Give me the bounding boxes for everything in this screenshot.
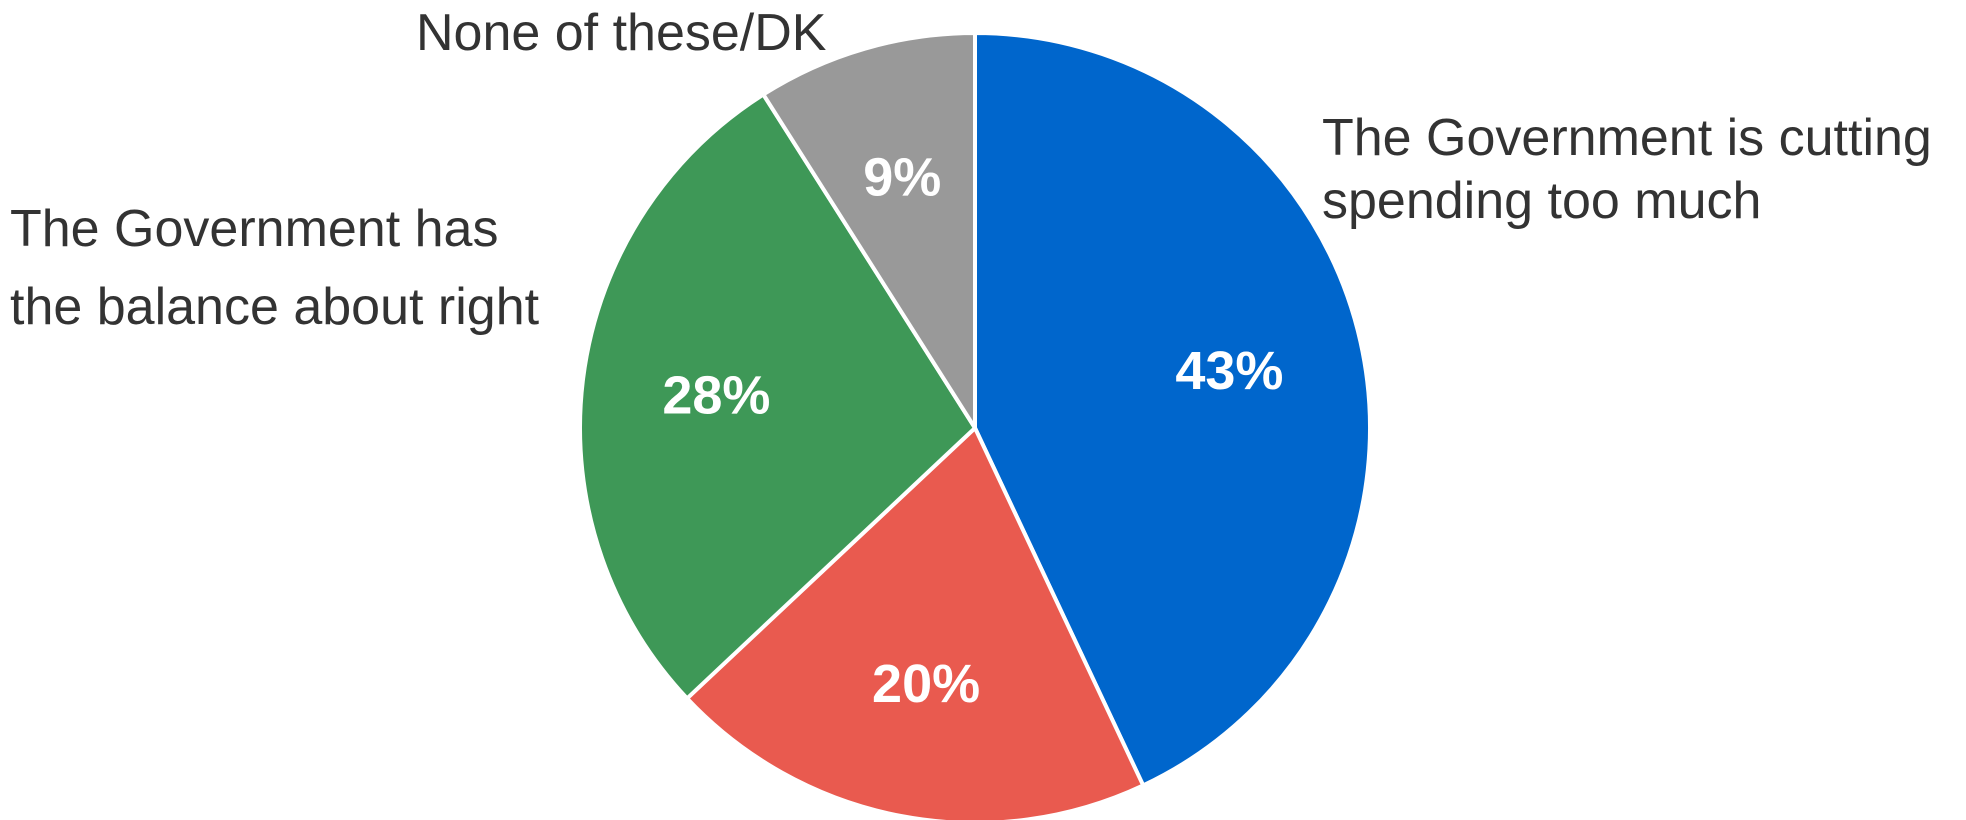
slice-value-label: 43% [1175, 341, 1283, 401]
pie-slice [578, 92, 977, 701]
slice-value-label: 20% [872, 654, 980, 714]
slice-value-label: 28% [662, 365, 770, 425]
category-labels: The Government is cutting spending too m… [10, 4, 1946, 336]
slice-value-label: 9% [863, 148, 941, 208]
label-balance-about-right: The Government has the balance about rig… [10, 200, 540, 336]
pie-slice [973, 31, 1372, 788]
label-cutting-too-much: The Government is cutting spending too m… [1322, 109, 1946, 230]
value-labels: 43% 20% 28% 9% [662, 148, 1283, 714]
label-none-dk: None of these/DK [416, 4, 827, 62]
pie-slices [578, 31, 1372, 820]
pie-slice [685, 426, 1146, 820]
pie-slice [761, 31, 977, 430]
